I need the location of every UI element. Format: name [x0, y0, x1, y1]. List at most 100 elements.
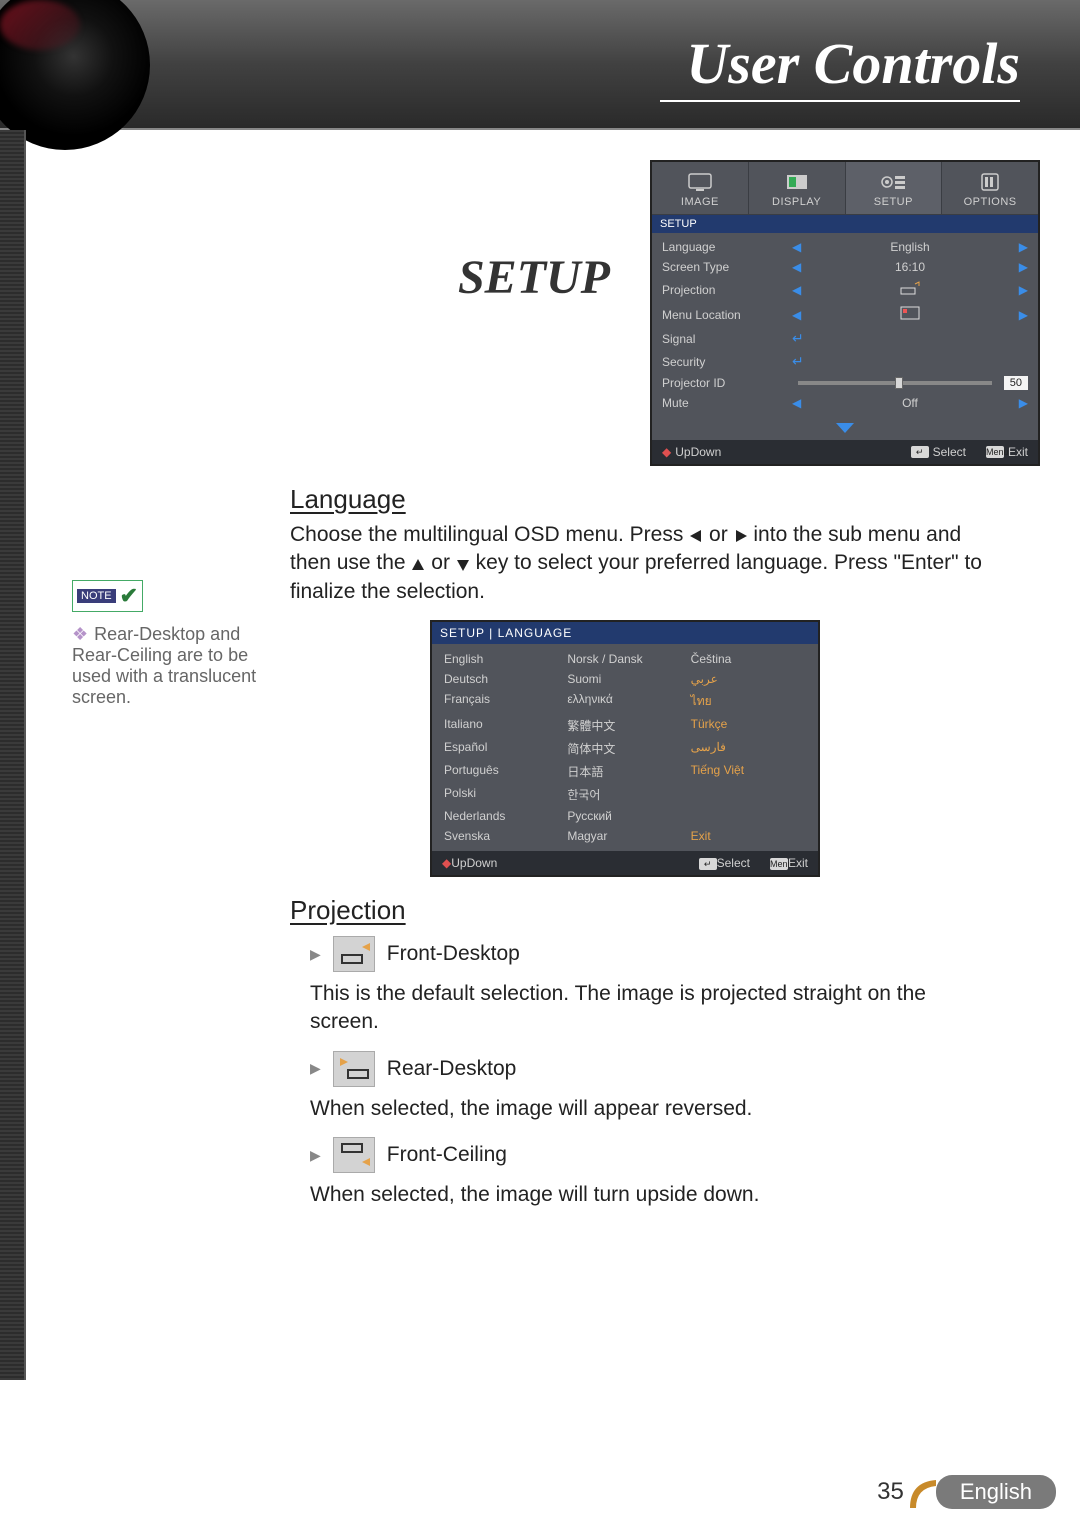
note-label: NOTE [77, 589, 116, 603]
triangle-left-icon[interactable]: ◀ [792, 396, 801, 410]
osd-body: Language◀English▶Screen Type◀16:10▶ Proje… [652, 233, 1038, 417]
triangle-left-icon[interactable]: ◀ [792, 240, 801, 254]
lang-option[interactable]: Norsk / Dansk [567, 652, 682, 666]
projection-item: ▶Front-Desktop [310, 936, 1040, 972]
osd-setup-panel: IMAGE DISPLAY SETUP OPTIONS SETUP Langua… [650, 160, 1040, 466]
slider-thumb[interactable] [895, 377, 903, 389]
osd-value-text: Off [801, 396, 1019, 410]
image-icon [686, 172, 714, 192]
up-arrow-icon [411, 558, 425, 572]
osd-row[interactable]: Projection◀▶ [652, 277, 1038, 302]
lang-option[interactable]: Español [444, 740, 559, 757]
triangle-right-icon[interactable]: ▶ [1019, 240, 1028, 254]
projection-item-name: Front-Desktop [387, 942, 520, 966]
lang-option[interactable]: عربي [691, 672, 806, 686]
slider-track[interactable] [798, 381, 992, 385]
page-header-title: User Controls [686, 30, 1020, 97]
osd-tab-label: SETUP [874, 196, 913, 208]
note-sidebar: NOTE ✔ ❖Rear-Desktop and Rear-Ceiling ar… [72, 580, 282, 708]
slider-value: 50 [1004, 376, 1028, 390]
lang-option[interactable]: Čeština [691, 652, 806, 666]
down-arrow-icon [456, 558, 470, 572]
lang-option [691, 809, 806, 823]
projection-item-name: Rear-Desktop [387, 1057, 517, 1081]
lang-option[interactable]: Polski [444, 786, 559, 803]
osd-row-value: ◀▶ [792, 280, 1028, 299]
lang-option[interactable]: Русский [567, 809, 682, 823]
lang-footer-updown: UpDown [451, 856, 497, 870]
lang-option[interactable]: English [444, 652, 559, 666]
osd-tab-image[interactable]: IMAGE [652, 162, 749, 215]
enter-arrow-icon[interactable]: ↵ [792, 330, 804, 347]
updown-key-icon: ◆ [442, 856, 451, 870]
lang-option[interactable]: Deutsch [444, 672, 559, 686]
projection-item: ▶Front-Ceiling [310, 1137, 1040, 1173]
projection-list: ▶Front-Desktop This is the default select… [60, 936, 1040, 1209]
lang-option[interactable]: Nederlands [444, 809, 559, 823]
osd-row[interactable]: Menu Location◀ ▶ [652, 302, 1038, 327]
lang-option[interactable]: Türkçe [691, 717, 806, 734]
osd-tab-label: IMAGE [681, 196, 719, 208]
triangle-right-icon[interactable]: ▶ [1019, 308, 1028, 322]
lens-decoration [0, 0, 150, 150]
enter-key-icon: ↵ [699, 858, 717, 870]
osd-row-label: Security [662, 355, 792, 369]
projection-item: ▶Rear-Desktop [310, 1051, 1040, 1087]
osd-row-value: ◀16:10▶ [792, 260, 1028, 274]
osd-value-text: English [801, 240, 1019, 254]
osd-row[interactable]: Screen Type◀16:10▶ [652, 257, 1038, 277]
lang-option[interactable]: Français [444, 692, 559, 711]
language-body: Choose the multilingual OSD menu. Press … [290, 521, 1000, 606]
lang-option[interactable]: Suomi [567, 672, 682, 686]
lang-option[interactable]: ไทย [691, 692, 806, 711]
osd-row[interactable]: Projector ID50 [652, 373, 1038, 393]
osd-row-value: ◀Off▶ [792, 396, 1028, 410]
check-icon: ✔ [120, 583, 138, 609]
lang-option[interactable]: Tiếng Việt [691, 763, 806, 780]
lang-option [691, 786, 806, 803]
lang-option[interactable]: Svenska [444, 829, 559, 843]
osd-row-label: Projection [662, 283, 792, 297]
lang-option[interactable]: Italiano [444, 717, 559, 734]
lang-option[interactable]: Português [444, 763, 559, 780]
osd-row-label: Menu Location [662, 308, 792, 322]
language-heading: Language [290, 484, 1040, 515]
osd-tab-options[interactable]: OPTIONS [942, 162, 1038, 215]
header-band: User Controls [0, 0, 1080, 130]
lang-option[interactable]: ελληνικά [567, 692, 682, 711]
triangle-left-icon[interactable]: ◀ [792, 260, 801, 274]
header-underline [660, 100, 1020, 102]
lang-option[interactable]: Exit [691, 829, 806, 843]
triangle-left-icon[interactable]: ◀ [792, 283, 801, 297]
osd-row-label: Signal [662, 332, 792, 346]
projection-item-body: This is the default selection. The image… [310, 980, 1000, 1037]
lang-option[interactable]: Magyar [567, 829, 682, 843]
osd-subhead: SETUP [652, 215, 1038, 233]
osd-row[interactable]: Signal↵ [652, 327, 1038, 350]
osd-footer-updown: UpDown [675, 445, 721, 459]
triangle-left-icon[interactable]: ◀ [792, 308, 801, 322]
triangle-right-icon[interactable]: ▶ [1019, 283, 1028, 297]
lang-option[interactable]: فارسی [691, 740, 806, 757]
lang-option[interactable]: 한국어 [567, 786, 682, 803]
projection-heading: Projection [290, 895, 1040, 926]
osd-tab-setup[interactable]: SETUP [846, 162, 943, 215]
osd-row[interactable]: Language◀English▶ [652, 237, 1038, 257]
triangle-right-icon[interactable]: ▶ [1019, 260, 1028, 274]
lang-option[interactable]: 繁體中文 [567, 717, 682, 734]
lang-footer-select: Select [717, 856, 750, 870]
lang-option[interactable]: 简体中文 [567, 740, 682, 757]
osd-row[interactable]: Mute◀Off▶ [652, 393, 1038, 413]
triangle-right-icon[interactable]: ▶ [1019, 396, 1028, 410]
osd-tab-label: OPTIONS [964, 196, 1017, 208]
enter-arrow-icon[interactable]: ↵ [792, 353, 804, 370]
lang-option[interactable]: 日本語 [567, 763, 682, 780]
setup-icon [879, 172, 907, 192]
right-arrow-icon [734, 529, 748, 543]
osd-tab-display[interactable]: DISPLAY [749, 162, 846, 215]
osd-scroll-down-icon[interactable] [652, 417, 1038, 440]
osd-value-text: 16:10 [801, 260, 1019, 274]
osd-row[interactable]: Security↵ [652, 350, 1038, 373]
osd-tabs: IMAGE DISPLAY SETUP OPTIONS [652, 162, 1038, 215]
osd-footer-select: Select [933, 445, 966, 459]
